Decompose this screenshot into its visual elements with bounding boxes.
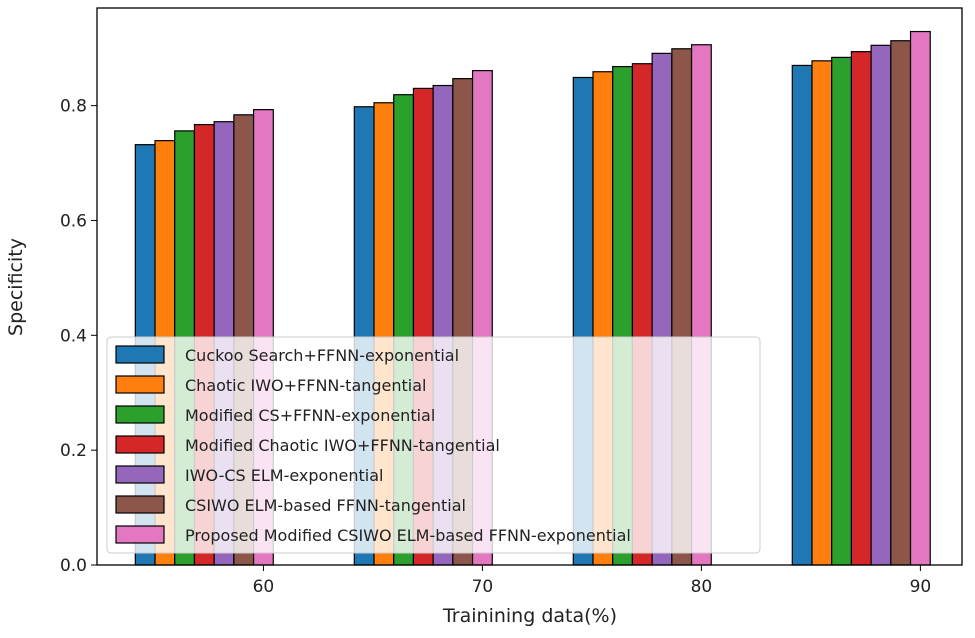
legend-swatch <box>115 375 165 394</box>
legend-entry: Chaotic IWO+FFNN-tangential <box>185 376 427 395</box>
legend-swatch <box>115 345 165 364</box>
x-axis: 60 70 80 90 <box>253 565 932 597</box>
legend-swatch <box>115 495 165 514</box>
x-tick-label: 80 <box>691 577 713 597</box>
legend-entry: Modified CS+FFNN-exponential <box>185 406 435 425</box>
x-tick-label: 60 <box>253 577 275 597</box>
legend: Cuckoo Search+FFNN-exponential Chaotic IW… <box>106 336 761 554</box>
y-tick-label: 0.0 <box>60 556 87 576</box>
y-axis: 0.0 0.2 0.4 0.6 0.8 <box>60 97 97 576</box>
bar-90-series-1 <box>791 64 813 566</box>
y-tick-label: 0.6 <box>60 211 87 231</box>
y-tick-label: 0.4 <box>60 326 87 346</box>
bar-90-series-3 <box>831 56 853 566</box>
bar-90-series-5 <box>870 44 892 566</box>
legend-swatch <box>115 525 165 544</box>
y-tick-label: 0.2 <box>60 441 87 461</box>
legend-entry: Proposed Modified CSIWO ELM-based FFNN-e… <box>185 526 631 545</box>
legend-box <box>106 336 761 554</box>
y-tick-label: 0.8 <box>60 97 87 117</box>
bar-90-series-6 <box>890 40 912 566</box>
legend-entry: IWO-CS ELM-exponential <box>185 466 383 485</box>
x-tick-label: 70 <box>472 577 494 597</box>
legend-swatch <box>115 405 165 424</box>
bar-90-series-2 <box>811 60 833 566</box>
y-axis-label: Specificity <box>5 238 27 336</box>
legend-entry: CSIWO ELM-based FFNN-tangential <box>185 496 466 515</box>
legend-entry: Cuckoo Search+FFNN-exponential <box>185 346 459 365</box>
plot-frame <box>96 7 963 566</box>
x-axis-label: Trainining data(%) <box>442 605 617 627</box>
x-tick-label: 90 <box>910 577 932 597</box>
bar-90-series-4 <box>850 51 872 566</box>
legend-swatch <box>115 435 165 454</box>
bar-90-series-7 <box>909 30 931 566</box>
legend-swatch <box>115 465 165 484</box>
legend-entry: Modified Chaotic IWO+FFNN-tangential <box>185 436 500 455</box>
